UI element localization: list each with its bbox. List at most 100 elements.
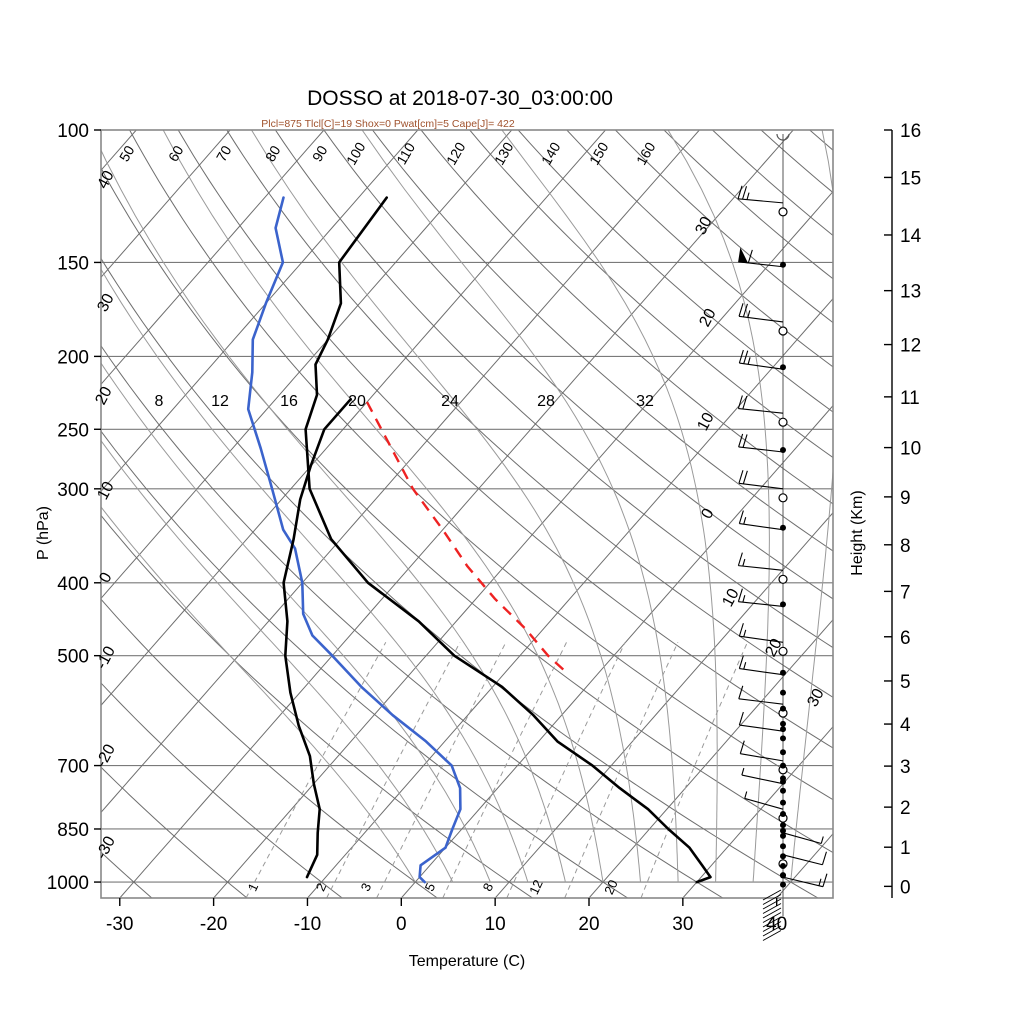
moist-adiabat [101,362,491,883]
moist-adiabat-label-24: 24 [441,393,459,410]
moist-adiabat [101,268,529,883]
pressure-tick-label-700: 700 [57,757,89,778]
temperature-tick-label--20: -20 [200,914,227,935]
wind-barb-layer [737,133,828,941]
wind-barb-10 [738,623,784,643]
surface-hatch-line [762,921,782,932]
isotherm-edge-label-right-1: 20 [696,306,719,330]
wind-level-dot [780,827,786,834]
wind-staff-cap-icon [776,133,790,141]
height-tick-label-11: 11 [900,388,920,409]
wind-barb-shaft [738,698,784,705]
wind-barb-full [737,552,743,566]
wind-level-dot [780,364,786,371]
pressure-tick-label-1000: 1000 [47,873,89,894]
dry-adiabat [101,344,724,898]
dry-adiabat [101,430,628,898]
moist-adiabat [361,130,679,883]
wind-barb-18 [782,851,827,866]
dewpoint-curve [246,196,462,884]
moist-adiabat [101,149,566,883]
wind-barb-half [820,836,824,844]
dry-adiabat [566,130,833,368]
height-tick-label-6: 6 [900,628,911,649]
wind-barb-5 [738,433,784,453]
wind-level-dot [780,689,786,696]
wind-barb-full [822,873,828,887]
pressure-tick-label-200: 200 [57,347,89,368]
wind-barb-shaft [782,832,822,845]
wind-level-dot [780,735,786,742]
wind-barb-full [738,685,744,700]
wind-level-dot [780,843,786,850]
dry-adiabat [101,167,833,854]
mixing-ratio-line [376,642,507,898]
isotherm-line [494,511,833,898]
temperature-curve [304,196,712,884]
isotherm-edge-label-left-20: 20 [92,384,115,408]
height-tick-label-15: 15 [900,168,921,189]
surface-hatch-line [762,898,782,910]
x-axis-label: Temperature (C) [409,953,525,970]
surface-hatch [762,889,782,941]
wind-level-dot [780,524,786,531]
wind-barb-full [742,395,748,410]
isotherm-line [682,726,833,898]
wind-barb-shaft [738,601,784,607]
moist-adiabat [101,506,416,883]
pressure-tick-label-250: 250 [57,420,89,441]
y-axis-label: P (hPa) [35,506,52,560]
dry-adiabat [615,130,833,324]
wind-barb-0 [737,185,784,204]
temperature-tick-label-30: 30 [672,914,693,935]
wind-barb-shaft [738,446,784,453]
wind-barb-full [742,303,748,318]
wind-barb-9 [737,588,784,607]
height-tick-label-12: 12 [900,336,921,357]
isotherm-line [588,618,833,898]
wind-barb-full [743,350,749,364]
pressure-tick-label-150: 150 [57,253,89,274]
wind-level-dot [780,705,786,712]
wind-barb-shaft [738,482,784,490]
wind-barb-full [739,740,745,754]
mixing-ratio-line [245,642,387,898]
temperature-tick-label-20: 20 [578,914,599,935]
wind-level-dot [780,832,786,839]
wind-barb-half [741,767,745,776]
mixing-ratio-line [564,642,679,898]
wind-level-dot [780,775,786,782]
wind-level-circle [778,574,788,584]
isotherm-edge-label-left-10: 10 [94,479,117,503]
isotherm-edge-label-right-6: 30 [804,686,827,710]
temperature-tick-label-40: 40 [766,914,787,935]
surface-hatch-line [762,925,782,937]
dry-adiabat [469,130,833,459]
isotherm-line [400,404,833,898]
wind-level-dot [780,872,786,879]
wind-barb-full [742,470,748,484]
wind-barb-shaft [782,876,824,888]
dry-adiabat [101,766,248,898]
wind-barb-full [738,711,744,726]
wind-barb-shaft [744,797,784,810]
dry-adiabat [372,130,833,552]
parcel-curve [365,401,570,676]
wind-barb-half [742,558,746,567]
wind-level-circle [778,207,788,217]
isotherm-line [101,130,231,278]
wind-barb-shaft [739,724,784,732]
mixing-ratio-line [442,642,567,898]
surface-hatch-line [762,916,782,928]
surface-hatch-line [762,912,782,923]
isotherm-edge-label-right-0: 30 [692,214,715,238]
height-tick-label-7: 7 [900,582,911,603]
wind-barb-full [738,510,744,524]
wind-barb-15 [741,767,784,785]
wind-barb-full [741,186,748,200]
moist-adiabat [101,439,454,883]
surface-hatch-line [762,930,782,941]
wind-barb-full [737,185,743,199]
